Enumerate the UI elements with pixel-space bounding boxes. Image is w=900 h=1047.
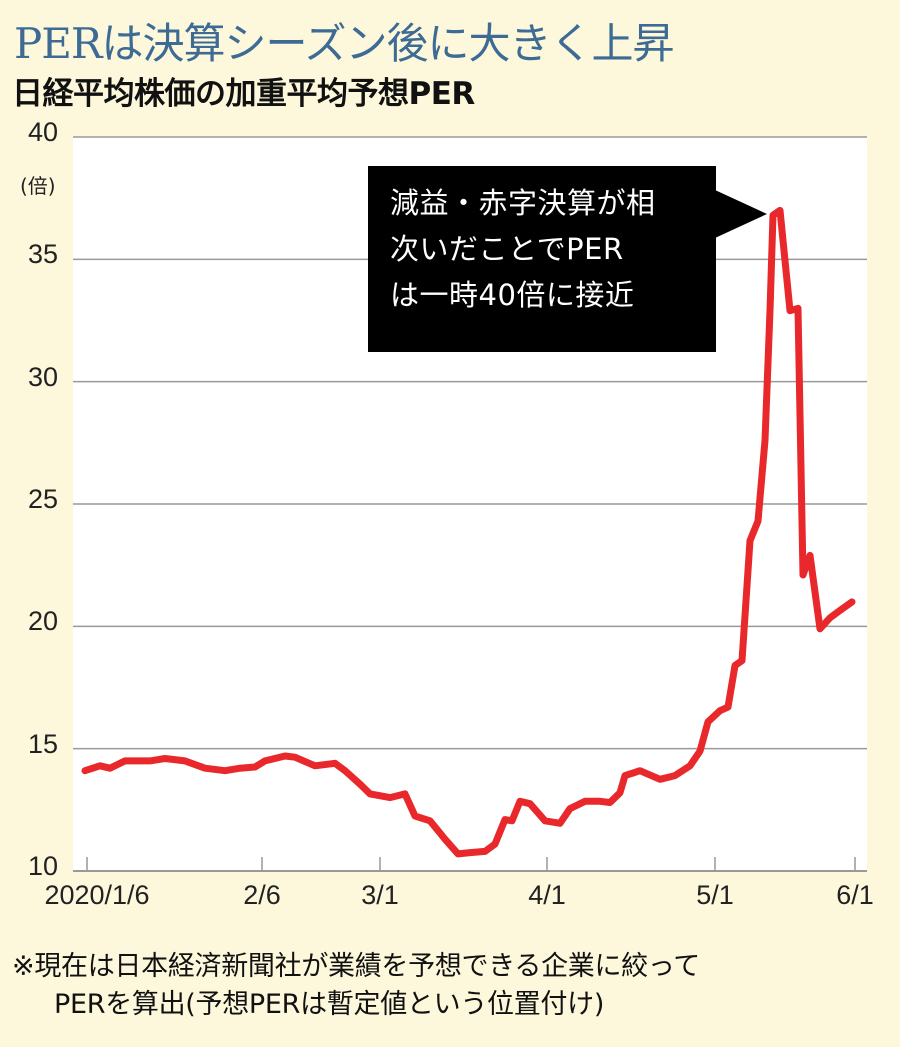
y-tick-label: 35 (27, 239, 58, 270)
footnote-line-1: ※現在は日本経済新聞社が業績を予想できる企業に絞って (12, 951, 700, 982)
x-tick-label: 6/1 (836, 880, 874, 910)
y-tick-label: 20 (27, 606, 58, 637)
y-axis-unit: (倍) (20, 174, 56, 198)
x-tick-marks (86, 857, 856, 871)
x-tick-label: 4/1 (528, 880, 566, 910)
x-tick-label: 5/1 (696, 880, 734, 910)
callout-line-2: 次いだことでPER (390, 232, 624, 266)
y-tick-label: 15 (27, 728, 58, 759)
footnote-line-2: PERを算出(予想PERは暫定値という位置付け) (54, 989, 605, 1020)
y-tick-label: 40 (27, 117, 58, 147)
annotation-callout: 減益・赤字決算が相 次いだことでPER は一時40倍に接近 (368, 166, 716, 352)
callout-line-1: 減益・赤字決算が相 (390, 186, 656, 220)
per-line (81, 206, 856, 858)
footnote: ※現在は日本経済新聞社が業績を予想できる企業に絞って PERを算出(予想PERは… (12, 948, 700, 1024)
y-tick-label: 30 (27, 361, 58, 392)
x-tick-label: 2020/1/6 (44, 880, 150, 910)
y-tick-label: 25 (27, 484, 58, 514)
headline: PERは決算シーズン後に大きく上昇 (14, 19, 674, 68)
chart-subtitle: 日経平均株価の加重平均予想PER (12, 76, 475, 112)
y-tick-label: 10 (27, 851, 58, 881)
x-tick-label: 2/6 (243, 880, 281, 910)
callout-pointer-icon (715, 190, 767, 238)
gridlines (73, 136, 867, 872)
x-tick-label: 3/1 (361, 880, 399, 910)
callout-line-3: は一時40倍に接近 (390, 278, 635, 312)
